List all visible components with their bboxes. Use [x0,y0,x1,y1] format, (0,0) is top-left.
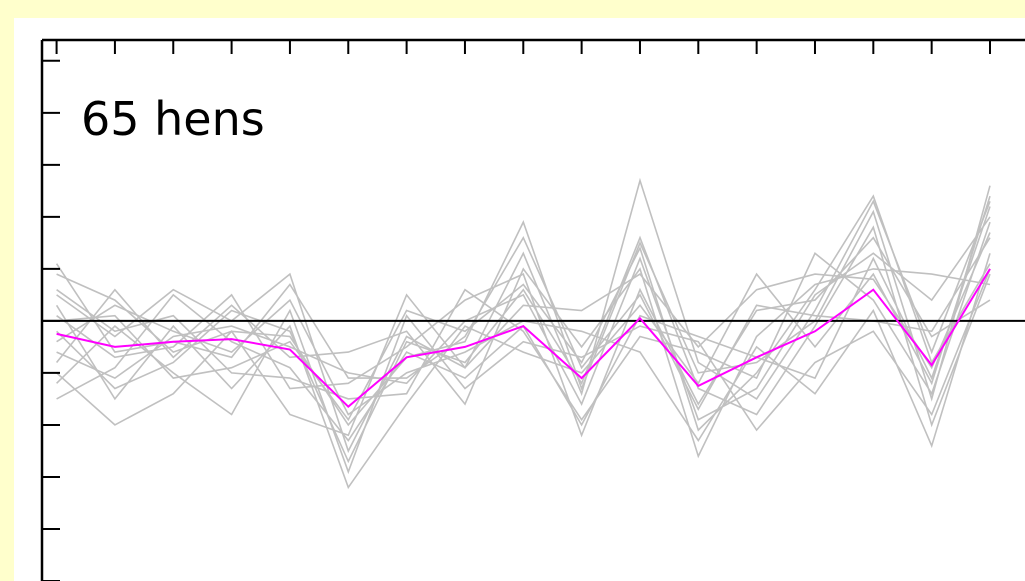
mean-series-line [56,268,991,409]
line-chart: 65 hens [40,38,1025,581]
series-line-4 [56,268,991,475]
series-line-10 [56,221,991,422]
series-line-3 [56,216,991,421]
series-line-1 [56,185,991,427]
plot-area: 65 hens [14,18,1025,581]
series-line-9 [55,267,991,459]
series-line-2 [56,232,991,454]
chart-title: 65 hens [81,92,265,146]
individual-series-group [55,177,991,490]
series-line-11 [56,225,991,464]
series-line-14 [56,194,991,432]
series-line-8 [55,195,991,490]
series-line-13 [56,206,991,442]
